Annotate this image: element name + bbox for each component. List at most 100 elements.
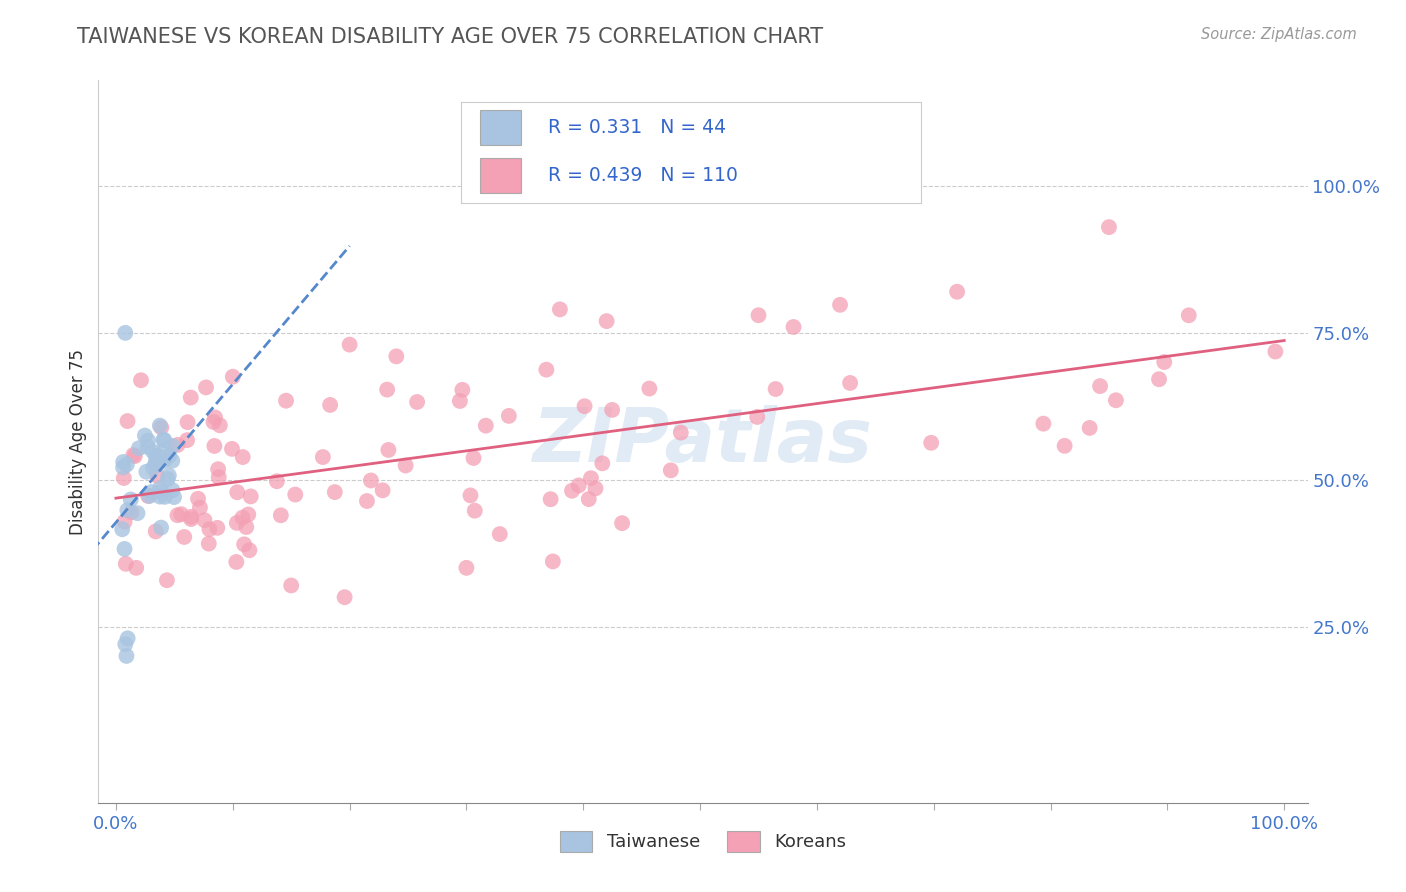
Point bbox=[166, 438, 188, 452]
Point bbox=[208, 470, 231, 484]
Point bbox=[156, 472, 179, 486]
Point bbox=[782, 320, 804, 334]
Point bbox=[193, 513, 215, 527]
Point bbox=[207, 462, 229, 476]
Point bbox=[112, 460, 135, 475]
Point bbox=[121, 505, 143, 519]
Point bbox=[371, 483, 394, 498]
Point bbox=[114, 515, 136, 529]
Point bbox=[152, 433, 174, 447]
Point bbox=[127, 506, 149, 520]
Point bbox=[114, 326, 136, 340]
Point bbox=[828, 298, 851, 312]
Point bbox=[145, 455, 167, 469]
Point bbox=[195, 380, 218, 394]
Point bbox=[134, 428, 156, 442]
Point bbox=[208, 418, 231, 433]
Point bbox=[221, 442, 243, 456]
Point bbox=[1053, 439, 1076, 453]
Point bbox=[187, 491, 209, 506]
Point bbox=[153, 433, 176, 447]
Point bbox=[149, 490, 172, 504]
Point bbox=[239, 490, 262, 504]
Point bbox=[163, 490, 186, 504]
Point bbox=[323, 485, 346, 500]
Point bbox=[207, 521, 229, 535]
Point bbox=[180, 391, 202, 405]
Point bbox=[270, 508, 292, 523]
Point bbox=[1078, 421, 1101, 435]
Point bbox=[375, 383, 398, 397]
Point bbox=[280, 578, 302, 592]
Point bbox=[568, 478, 591, 492]
Point bbox=[162, 454, 184, 468]
Point bbox=[765, 382, 787, 396]
Point bbox=[135, 465, 157, 479]
Text: TAIWANESE VS KOREAN DISABILITY AGE OVER 75 CORRELATION CHART: TAIWANESE VS KOREAN DISABILITY AGE OVER … bbox=[77, 27, 824, 46]
Point bbox=[585, 482, 607, 496]
Point bbox=[114, 541, 136, 556]
Point bbox=[150, 420, 173, 434]
Text: Source: ZipAtlas.com: Source: ZipAtlas.com bbox=[1201, 27, 1357, 42]
Point bbox=[176, 415, 198, 429]
Point bbox=[231, 510, 253, 524]
Point bbox=[610, 516, 633, 530]
Y-axis label: Disability Age Over 75: Disability Age Over 75 bbox=[69, 349, 87, 534]
Point bbox=[114, 637, 136, 651]
Point bbox=[141, 485, 163, 500]
Point bbox=[129, 373, 152, 387]
Point bbox=[360, 474, 382, 488]
Point bbox=[333, 591, 356, 605]
Point bbox=[115, 458, 138, 472]
Point bbox=[339, 337, 361, 351]
Point bbox=[222, 369, 245, 384]
Point bbox=[1098, 220, 1121, 235]
Point bbox=[488, 527, 510, 541]
Point bbox=[120, 492, 142, 507]
Point bbox=[578, 492, 600, 507]
Point bbox=[173, 530, 195, 544]
Point bbox=[1177, 308, 1199, 322]
Point bbox=[180, 512, 202, 526]
Point bbox=[464, 504, 486, 518]
Point bbox=[385, 350, 408, 364]
Point bbox=[153, 490, 176, 504]
Point bbox=[117, 632, 139, 646]
Point bbox=[579, 471, 602, 485]
Point bbox=[540, 492, 562, 507]
Point bbox=[162, 439, 184, 453]
Point bbox=[136, 489, 159, 503]
Point bbox=[145, 449, 167, 463]
Point bbox=[319, 398, 342, 412]
Point bbox=[202, 439, 225, 453]
Point bbox=[449, 394, 471, 409]
Point bbox=[1153, 355, 1175, 369]
Point bbox=[112, 455, 135, 469]
Point bbox=[1147, 372, 1170, 386]
Point bbox=[198, 522, 221, 536]
Point bbox=[142, 460, 165, 475]
Point bbox=[747, 308, 769, 322]
Point bbox=[233, 537, 256, 551]
Point bbox=[747, 409, 769, 424]
Point bbox=[356, 494, 378, 508]
Point bbox=[591, 456, 613, 470]
Point bbox=[669, 425, 692, 440]
Point bbox=[235, 520, 257, 534]
Point bbox=[456, 561, 478, 575]
Point bbox=[226, 485, 249, 500]
Point bbox=[946, 285, 969, 299]
Point bbox=[128, 442, 150, 456]
Point bbox=[238, 543, 260, 558]
Point bbox=[122, 448, 145, 462]
Point bbox=[839, 376, 862, 390]
Point bbox=[125, 561, 148, 575]
Point bbox=[145, 450, 167, 465]
Point bbox=[145, 457, 167, 471]
Point bbox=[166, 508, 188, 523]
Point bbox=[149, 418, 172, 433]
Point bbox=[225, 555, 247, 569]
Point bbox=[1088, 379, 1111, 393]
Point bbox=[188, 500, 211, 515]
Point bbox=[541, 554, 564, 568]
